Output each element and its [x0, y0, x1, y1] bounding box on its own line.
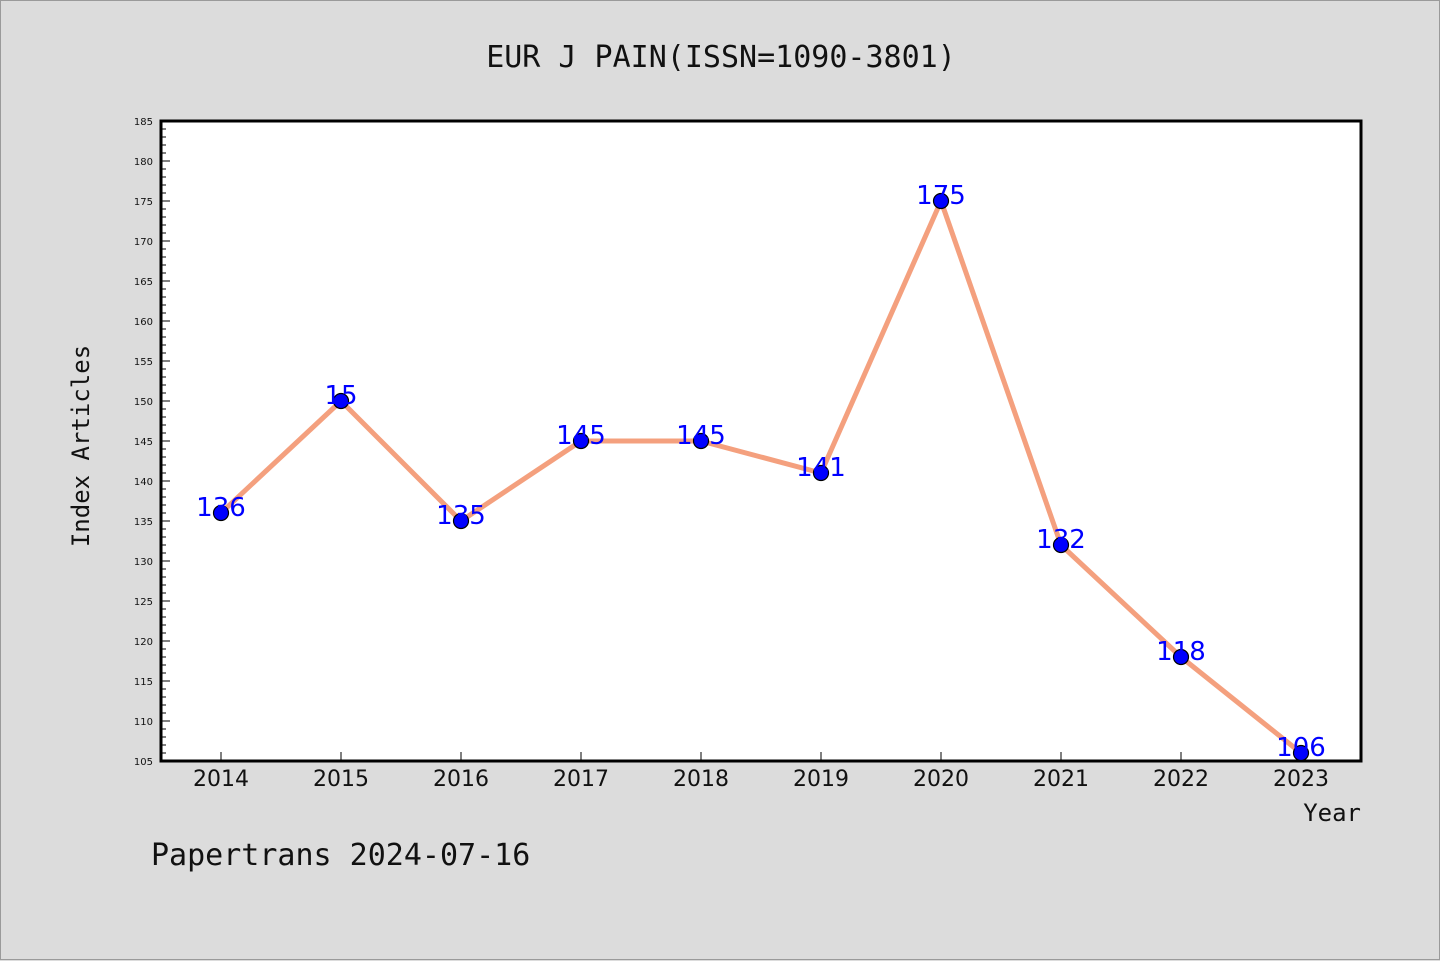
x-tick-label: 2016: [433, 767, 489, 792]
chart-title: EUR J PAIN(ISSN=1090-3801): [486, 40, 956, 75]
data-points: [212, 192, 1310, 762]
x-tick-label: 2023: [1273, 767, 1329, 792]
data-label: 145: [676, 421, 726, 451]
x-tick-label: 2017: [553, 767, 609, 792]
y-axis: 105 110 115 120 125 130 135 140 145 150 155 160 165 1…: [134, 117, 170, 768]
data-point: [332, 392, 350, 410]
x-tick-label: 2020: [913, 767, 969, 792]
data-point: [812, 464, 830, 482]
x-tick-label: 2015: [313, 767, 369, 792]
y-tick-label: 155: [134, 357, 153, 368]
y-tick-label: 175: [134, 197, 153, 208]
x-axis-label: Year: [1303, 799, 1361, 827]
data-label: 136: [196, 493, 246, 523]
data-label: 118: [1156, 637, 1206, 667]
x-axis: 2014 2015 2016 2017 2018 2019 2020 2021 2022 2023: [193, 752, 1329, 792]
y-tick-label: 135: [134, 517, 153, 528]
series-line: [219, 198, 1303, 755]
series-line-group: [219, 198, 1303, 755]
data-label: 175: [916, 181, 966, 211]
x-tick-label: 2019: [793, 767, 849, 792]
y-tick-label: 165: [134, 277, 153, 288]
data-point: [1292, 744, 1310, 762]
data-label: 15: [324, 381, 357, 411]
data-point: [692, 432, 710, 450]
data-point: [1172, 648, 1190, 666]
x-tick-label: 2022: [1153, 767, 1209, 792]
data-label: 135: [436, 501, 486, 531]
y-tick-label: 140: [134, 477, 153, 488]
x-tick-label: 2018: [673, 767, 729, 792]
y-axis-label: Index Articles: [67, 345, 95, 547]
data-labels: 136 15 135 145 145 141 175 132 118 106: [196, 181, 1326, 763]
footer-text: Papertrans 2024-07-16: [151, 838, 530, 873]
y-tick-label: 185: [134, 117, 153, 128]
y-tick-label: 160: [134, 317, 153, 328]
y-tick-label: 125: [134, 597, 153, 608]
plot-area: [159, 119, 1363, 763]
y-tick-label: 105: [134, 757, 153, 768]
y-tick-label: 180: [134, 157, 153, 168]
y-tick-label: 115: [134, 677, 153, 688]
y-tick-label: 150: [134, 397, 153, 408]
data-point: [452, 512, 470, 530]
y-tick-label: 110: [134, 717, 153, 728]
y-tick-label: 145: [134, 437, 153, 448]
data-label: 145: [556, 421, 606, 451]
y-tick-label: 120: [134, 637, 153, 648]
y-tick-label: 170: [134, 237, 153, 248]
data-label: 141: [796, 453, 846, 483]
data-point: [572, 432, 590, 450]
x-tick-label: 2014: [193, 767, 249, 792]
data-point: [1052, 536, 1070, 554]
x-tick-label: 2021: [1033, 767, 1089, 792]
data-point: [212, 504, 230, 522]
data-label: 106: [1276, 733, 1326, 763]
y-tick-label: 130: [134, 557, 153, 568]
data-point: [932, 192, 950, 210]
data-label: 132: [1036, 525, 1086, 555]
